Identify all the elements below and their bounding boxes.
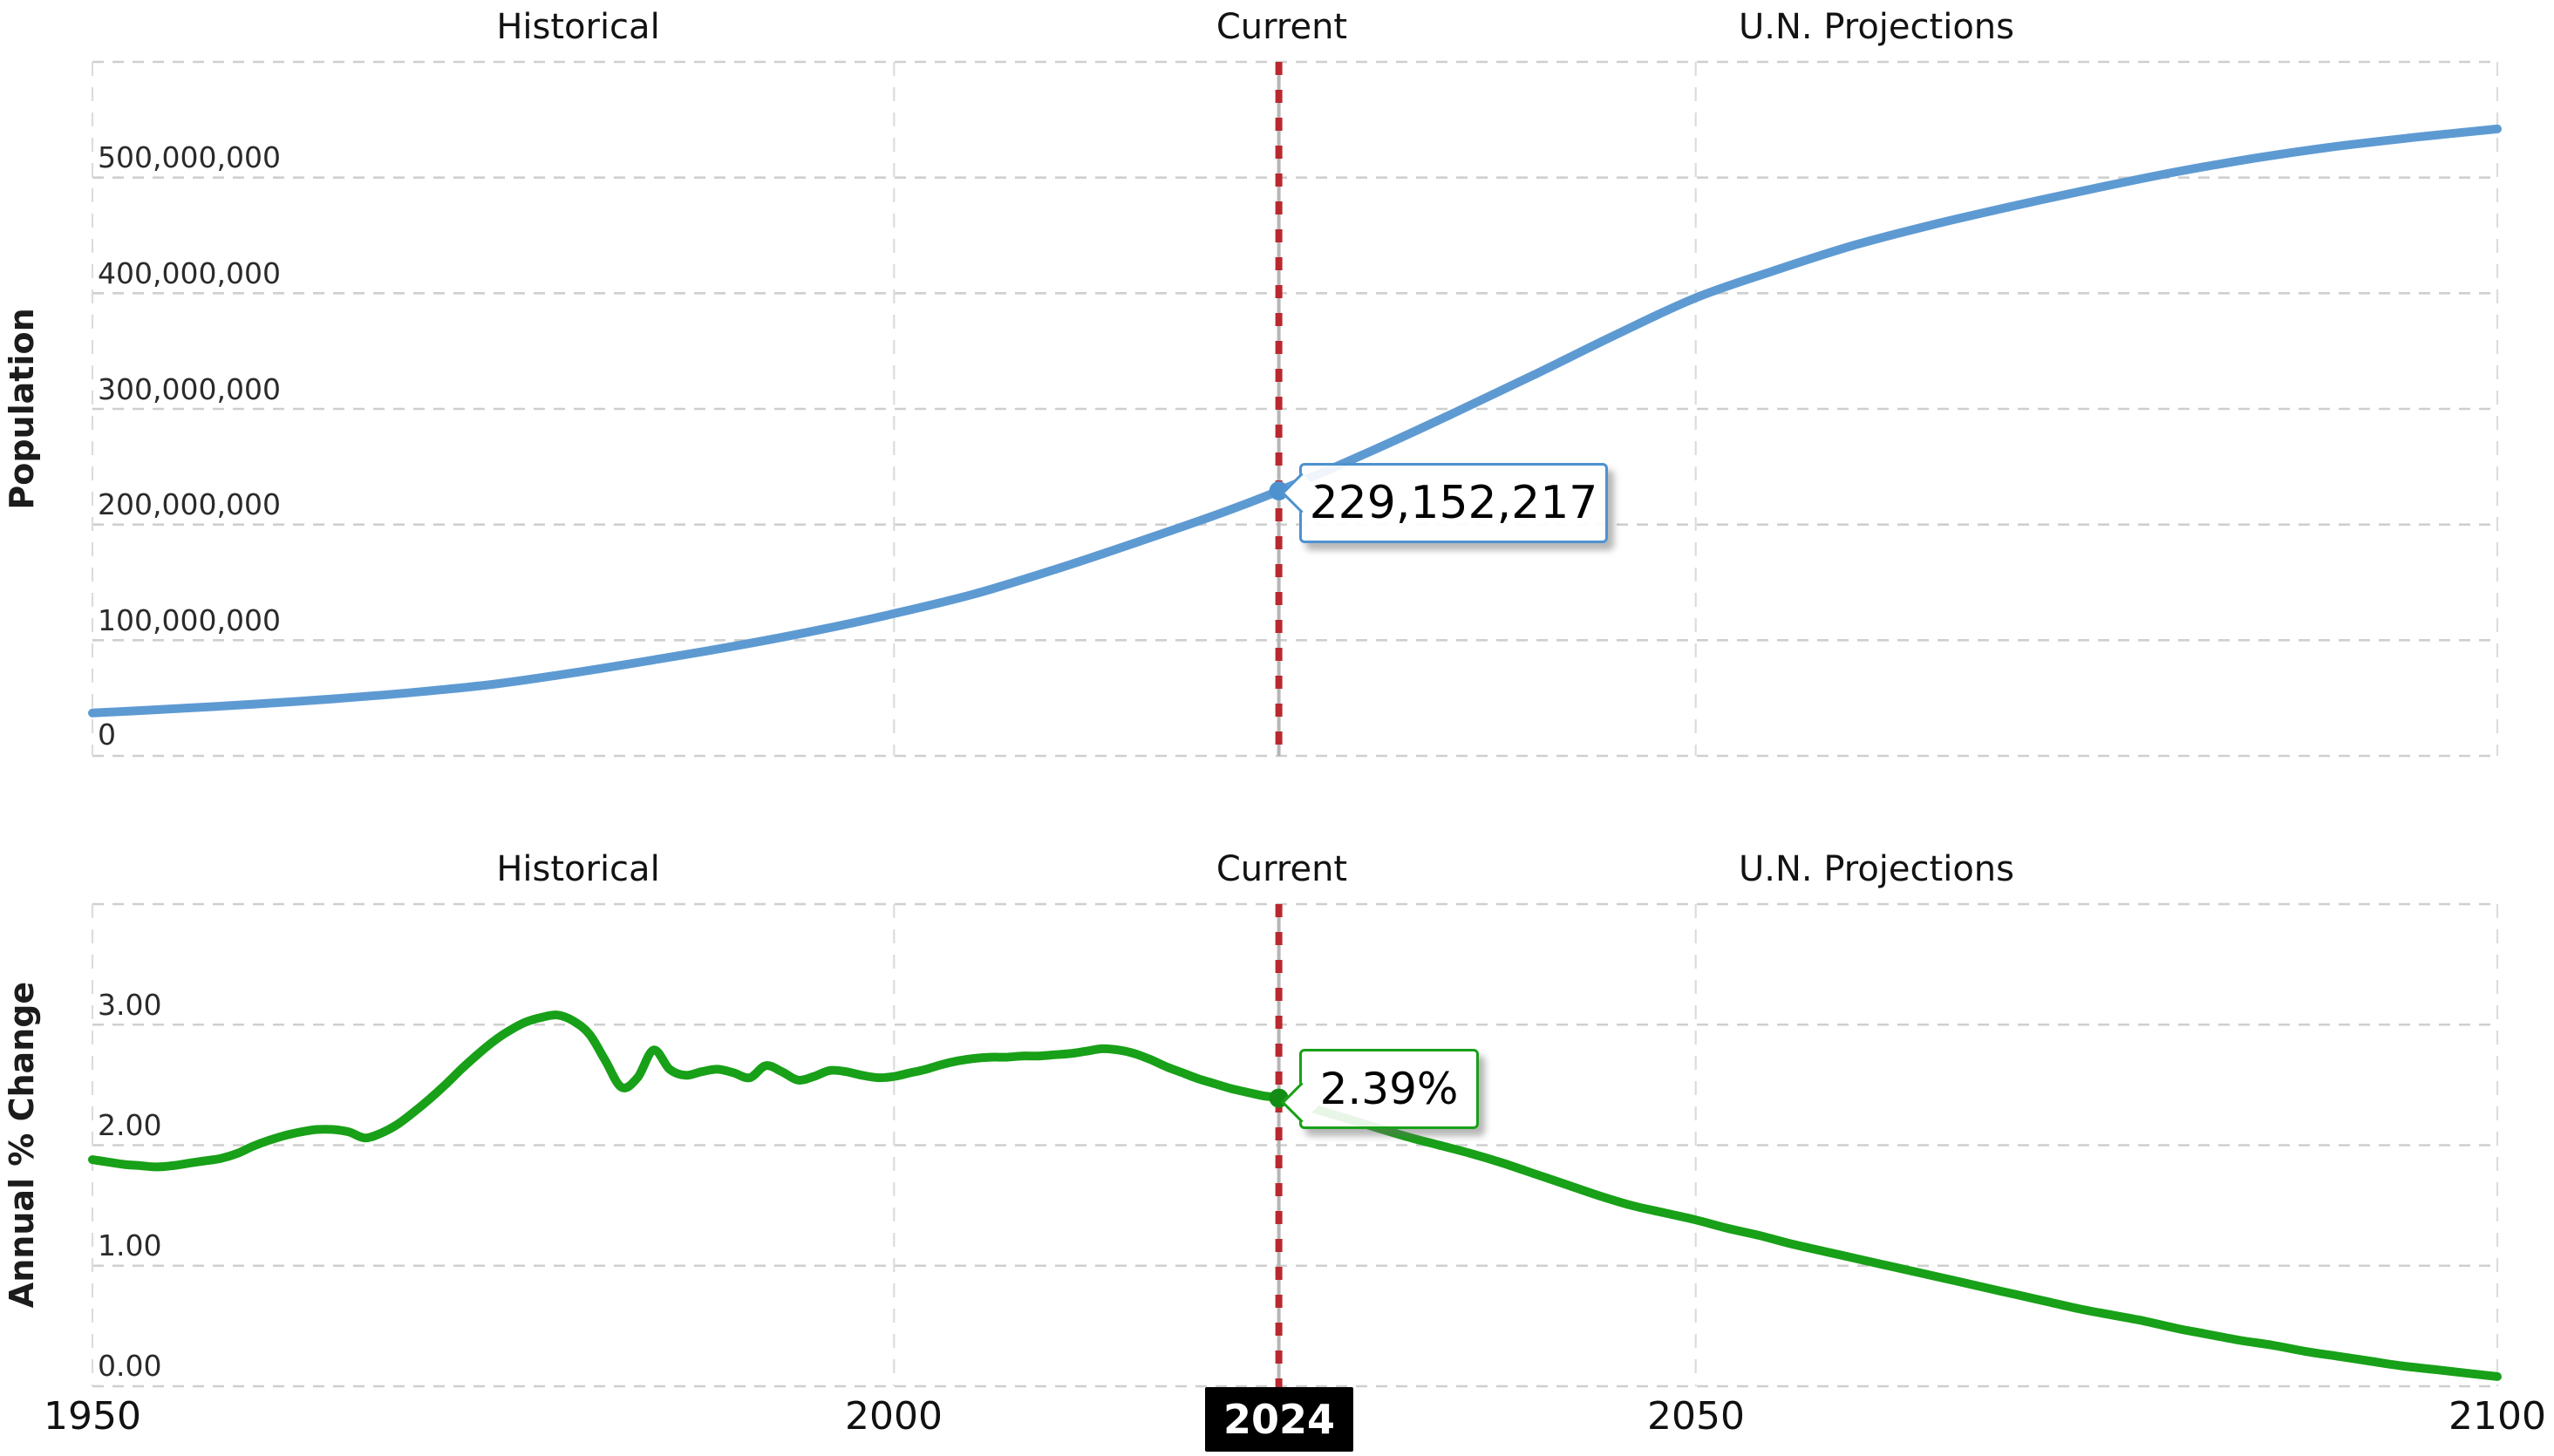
pop-ytick-500m: 500,000,000 (98, 140, 281, 174)
growth-tooltip-value: 2.39% (1319, 1064, 1459, 1114)
xtick-2050: 2050 (1647, 1394, 1745, 1439)
pop-ytick-400m: 400,000,000 (98, 256, 281, 290)
growth-plot[interactable] (88, 902, 2502, 1388)
growth-tooltip[interactable]: 2.39% (1281, 1049, 1479, 1129)
section-label-projections-bottom: U.N. Projections (1739, 849, 2014, 889)
xtick-1950: 1950 (44, 1394, 141, 1439)
pop-ytick-100m: 100,000,000 (98, 603, 281, 637)
growth-series-line (88, 1010, 2502, 1381)
population-tooltip[interactable]: 229,152,217 (1281, 463, 1608, 543)
growth-ytick-3: 3.00 (98, 988, 162, 1022)
growth-ytick-2: 2.00 (98, 1108, 162, 1142)
section-label-current-bottom: Current (1216, 849, 1348, 889)
pop-ytick-200m: 200,000,000 (98, 487, 281, 521)
pop-ytick-300m: 300,000,000 (98, 372, 281, 406)
section-label-projections-top: U.N. Projections (1739, 7, 2014, 47)
population-axis-title: Population (3, 308, 41, 509)
xtick-2100: 2100 (2448, 1394, 2546, 1439)
section-label-historical-top: Historical (496, 7, 660, 47)
section-label-current-top: Current (1216, 7, 1348, 47)
growth-ytick-0: 0.00 (98, 1349, 162, 1383)
pop-ytick-0: 0 (98, 718, 116, 752)
growth-ytick-1: 1.00 (98, 1228, 162, 1262)
population-tooltip-value: 229,152,217 (1309, 477, 1598, 529)
current-year-marker[interactable]: 2024 (1205, 1387, 1353, 1452)
growth-axis-title: Annual % Change (3, 982, 41, 1308)
section-label-historical-bottom: Historical (496, 849, 660, 889)
xtick-2000: 2000 (845, 1394, 943, 1439)
